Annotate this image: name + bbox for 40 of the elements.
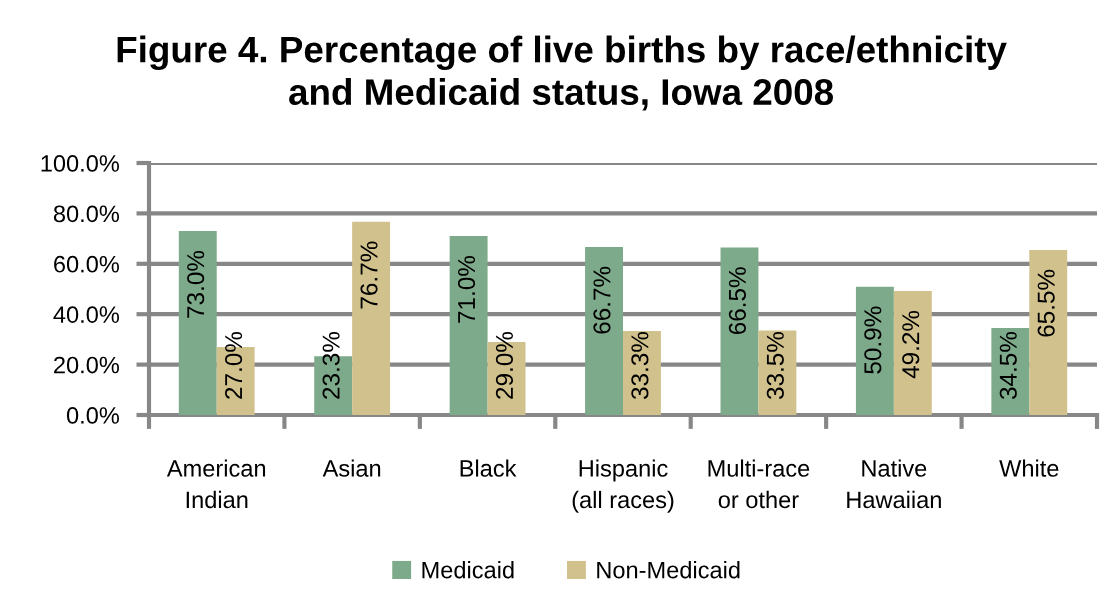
data-label: 27.0% xyxy=(224,331,243,399)
bar xyxy=(585,246,623,415)
x-tick-label: Multi-race or other xyxy=(708,459,810,509)
y-tick-label: 20.0% xyxy=(54,356,119,374)
data-label: 66.5% xyxy=(728,267,746,335)
y-tick-label: 60.0% xyxy=(54,255,119,273)
data-label: 49.2% xyxy=(902,310,920,379)
data-label: 73.0% xyxy=(187,250,205,318)
bar xyxy=(178,231,217,415)
y-tick-label: 100.0% xyxy=(41,155,119,172)
bar xyxy=(720,247,759,415)
data-label: 66.7% xyxy=(593,266,611,334)
y-tick-label: 40.0% xyxy=(53,306,119,323)
legend-label: Non-Medicaid xyxy=(597,561,740,579)
x-tick-label: Asian xyxy=(322,459,381,477)
data-label: 65.5% xyxy=(1037,269,1055,337)
x-tick-label: White xyxy=(999,459,1059,477)
data-label: 50.9% xyxy=(864,306,882,374)
x-tick-label: Native Hawaiian xyxy=(847,459,941,509)
x-tick-label: Hispanic (all races) xyxy=(572,459,674,513)
legend-label: Medicaid xyxy=(422,561,514,579)
data-label: 71.0% xyxy=(457,255,476,323)
data-label: 23.3% xyxy=(322,331,340,399)
bar xyxy=(623,331,661,415)
chart-title: Figure 4. Percentage of live births by race/ethnicity and Medicaid status, Iowa 2008 xyxy=(117,35,1007,111)
bar xyxy=(855,286,894,415)
data-label: 76.7% xyxy=(360,241,378,309)
bar xyxy=(352,221,391,415)
x-tick-label: American Indian xyxy=(166,459,266,509)
data-label: 34.5% xyxy=(999,331,1017,400)
y-tick-label: 80.0% xyxy=(53,205,119,223)
x-tick-label: Black xyxy=(460,459,517,477)
bar xyxy=(991,328,1030,415)
bar xyxy=(449,236,488,415)
data-label: 33.3% xyxy=(631,331,649,400)
bar xyxy=(893,291,932,415)
bar xyxy=(1029,249,1068,415)
y-tick-label: 0.0% xyxy=(66,407,119,424)
data-label: 29.0% xyxy=(495,331,514,399)
data-label: 33.5% xyxy=(766,331,784,400)
